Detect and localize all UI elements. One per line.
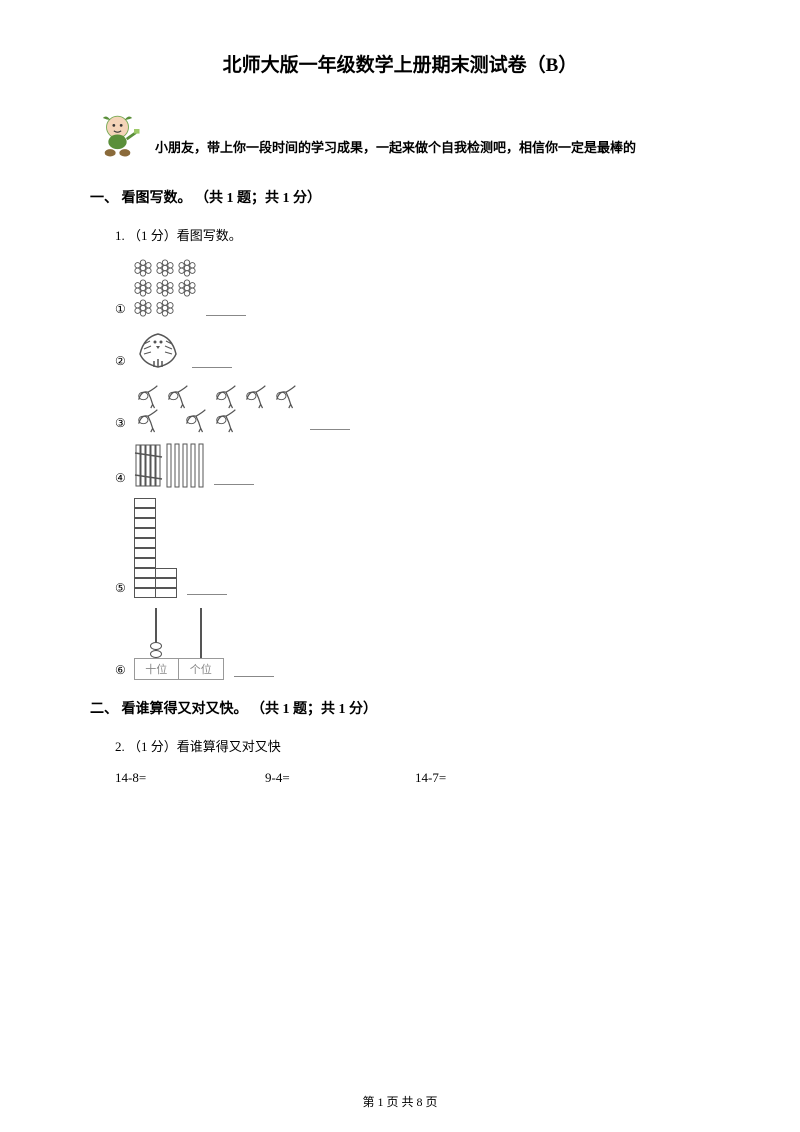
question-1: 1. （1 分）看图写数。 [115, 225, 710, 244]
flower-icon [178, 279, 196, 297]
sub-item-6: ⑥ 十位 个位 [115, 608, 710, 680]
sticks-image [134, 443, 204, 488]
blocks-image [134, 498, 177, 598]
flower-icon [178, 259, 196, 277]
crane-icon [272, 381, 300, 409]
sub-item-5: ⑤ [115, 498, 710, 598]
flower-icon [156, 299, 174, 317]
sub-item-3: ③ [115, 381, 710, 433]
stick-icon [198, 443, 204, 488]
question-2: 2. （1 分）看谁算得又对又快 [115, 736, 710, 755]
page-footer: 第 1 页 共 8 页 [0, 1093, 800, 1110]
sub-num-1: ① [115, 302, 126, 319]
flower-icon [134, 299, 152, 317]
flower-icon [156, 279, 174, 297]
sub-num-2: ② [115, 354, 126, 371]
answer-blank[interactable] [214, 471, 254, 485]
stick-icon [190, 443, 196, 488]
flower-icon [134, 259, 152, 277]
stick-bundle-icon [134, 443, 164, 488]
page-title: 北师大版一年级数学上册期末测试卷（B） [90, 50, 710, 77]
stick-icon [182, 443, 188, 488]
answer-blank[interactable] [310, 416, 350, 430]
sub-item-1: ① [115, 259, 710, 319]
abacus-tens-label: 十位 [134, 658, 179, 680]
eagle-icon [134, 329, 182, 371]
mascot-icon [90, 107, 145, 162]
sub-num-4: ④ [115, 471, 126, 488]
crane-icon [134, 405, 162, 433]
cranes-image [134, 381, 300, 433]
flower-icon [156, 259, 174, 277]
answer-blank[interactable] [234, 663, 274, 677]
intro-row: 小朋友，带上你一段时间的学习成果，一起来做个自我检测吧，相信你一定是最棒的 [90, 107, 710, 162]
flowers-image [134, 259, 196, 319]
answer-blank[interactable] [187, 581, 227, 595]
answer-blank[interactable] [192, 354, 232, 368]
sub-item-2: ② [115, 329, 710, 371]
intro-text: 小朋友，带上你一段时间的学习成果，一起来做个自我检测吧，相信你一定是最棒的 [155, 138, 636, 162]
calc-item[interactable]: 14-8= [115, 770, 265, 786]
flower-icon [134, 279, 152, 297]
answer-blank[interactable] [206, 302, 246, 316]
abacus-ones-label: 个位 [179, 658, 224, 680]
sub-num-5: ⑤ [115, 581, 126, 598]
crane-icon [182, 405, 210, 433]
sub-num-3: ③ [115, 416, 126, 433]
section-2-header: 二、 看谁算得又对又快。 （共 1 题；共 1 分） [90, 698, 710, 718]
stick-icon [174, 443, 180, 488]
section-1-header: 一、 看图写数。 （共 1 题；共 1 分） [90, 187, 710, 207]
sub-num-6: ⑥ [115, 663, 126, 680]
abacus-image: 十位 个位 [134, 608, 224, 680]
crane-icon [212, 405, 240, 433]
calc-item[interactable]: 14-7= [415, 770, 565, 786]
stick-icon [166, 443, 172, 488]
calc-item[interactable]: 9-4= [265, 770, 415, 786]
calc-row: 14-8= 9-4= 14-7= [115, 770, 710, 786]
sub-item-4: ④ [115, 443, 710, 488]
crane-icon [242, 381, 270, 409]
